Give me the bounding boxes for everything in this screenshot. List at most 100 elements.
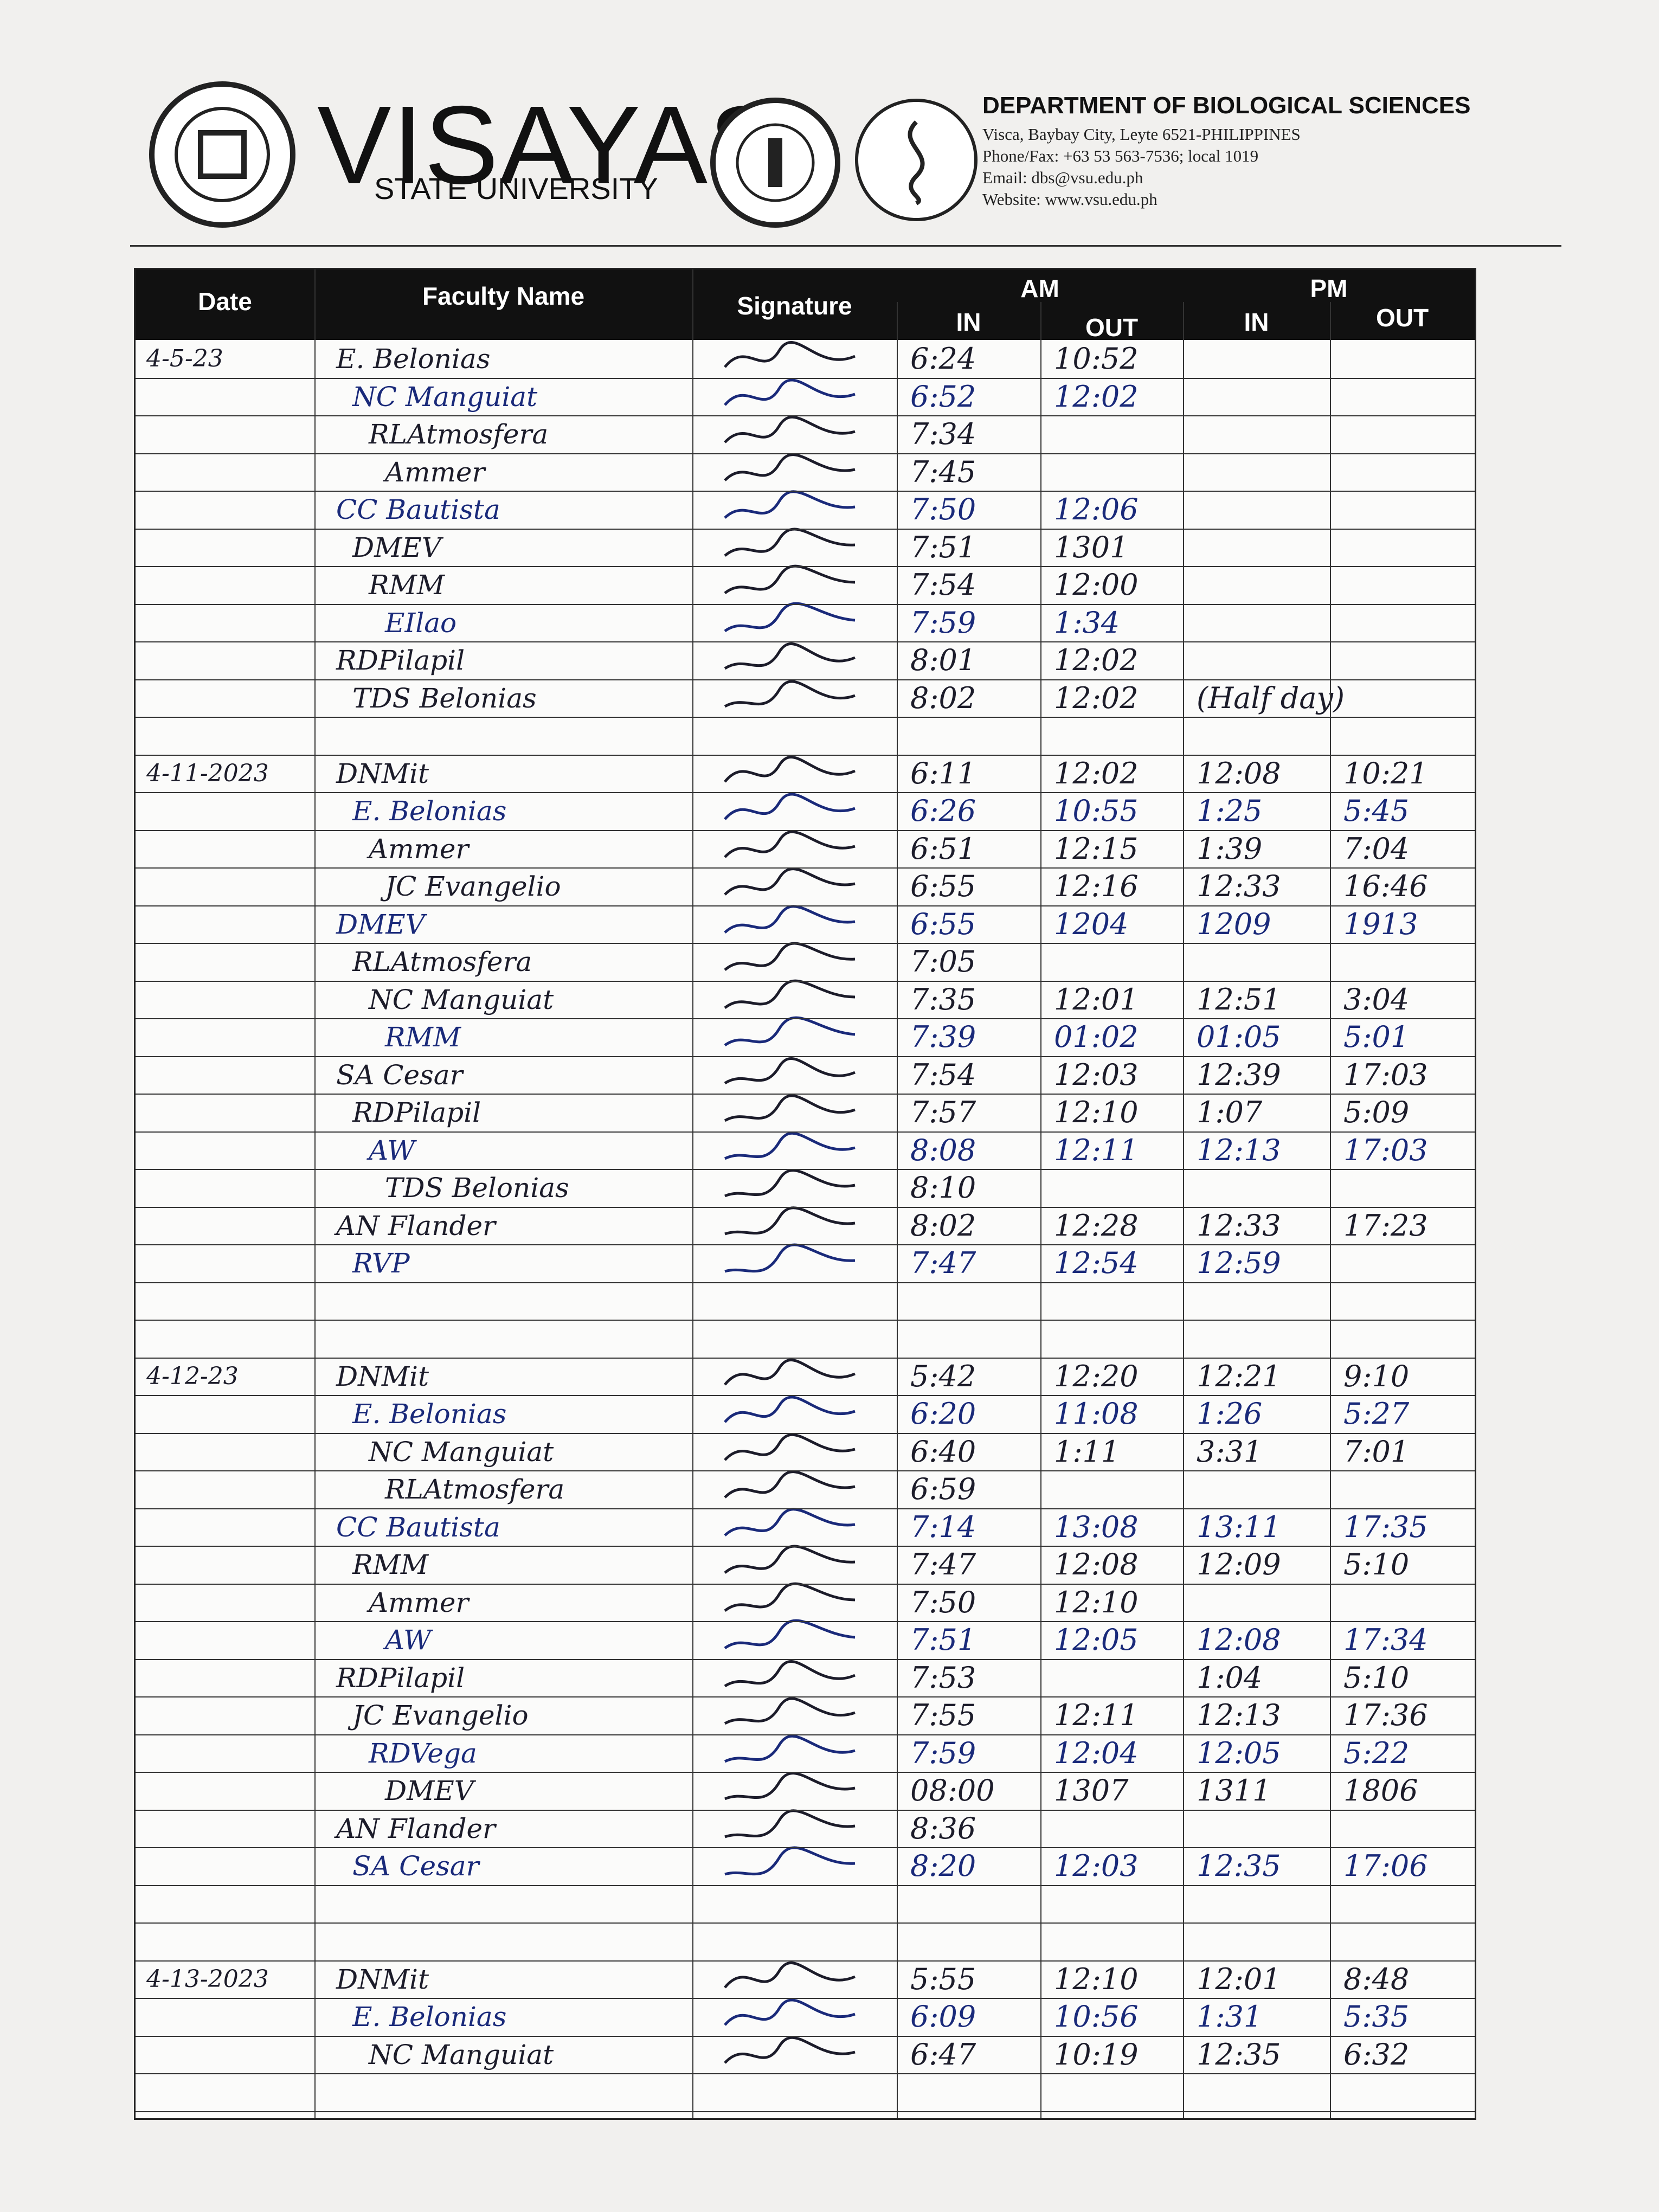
website: Website: www.vsu.edu.ph xyxy=(982,190,1158,209)
time-pm-in: 12:21 xyxy=(1197,1359,1281,1393)
time-am-out: 12:10 xyxy=(1054,1095,1139,1129)
row-line xyxy=(136,2111,1475,2112)
faculty-name: E. Belonias xyxy=(352,1398,507,1430)
faculty-name: RDPilapil xyxy=(336,1662,465,1694)
time-pm-in: 12:35 xyxy=(1197,1849,1281,1883)
date: 4-5-23 xyxy=(146,345,223,372)
time-am-out: 12:02 xyxy=(1054,643,1139,677)
faculty-name: SA Cesar xyxy=(352,1850,479,1882)
time-am-in: 6:59 xyxy=(910,1472,976,1506)
header-band xyxy=(136,269,1475,340)
time-am-out: 12:02 xyxy=(1054,379,1139,414)
signature xyxy=(724,1545,856,1574)
date: 4-12-23 xyxy=(146,1362,239,1390)
time-am-out: 12:11 xyxy=(1054,1698,1139,1732)
time-am-in: 7:53 xyxy=(910,1660,976,1695)
faculty-name: E. Belonias xyxy=(352,2001,507,2033)
th-pm: PM xyxy=(1310,274,1348,303)
signature xyxy=(724,528,856,557)
signature xyxy=(724,679,856,708)
row-line xyxy=(136,641,1475,642)
signature xyxy=(724,341,856,368)
faculty-name: RMM xyxy=(369,569,445,601)
time-am-out: 01:02 xyxy=(1054,1020,1139,1054)
row-line xyxy=(136,2035,1475,2037)
time-pm-in: (Half day) xyxy=(1197,680,1345,715)
signature xyxy=(724,1809,856,1838)
row-line xyxy=(136,1282,1475,1283)
column-line xyxy=(897,302,898,2118)
time-am-out: 12:03 xyxy=(1054,1057,1139,1092)
time-pm-out: 5:10 xyxy=(1343,1660,1410,1695)
faculty-name: RDPilapil xyxy=(352,1097,481,1128)
time-am-out: 10:56 xyxy=(1054,1999,1139,2034)
time-am-out: 13:08 xyxy=(1054,1509,1139,1544)
row-line xyxy=(136,377,1475,379)
faculty-name: NC Manguiat xyxy=(369,983,554,1015)
time-pm-in: 1:07 xyxy=(1197,1095,1263,1129)
time-pm-in: 12:13 xyxy=(1197,1133,1281,1167)
faculty-name: DNMit xyxy=(336,1963,429,1995)
signature xyxy=(724,415,856,443)
time-am-out: 10:19 xyxy=(1054,2037,1139,2072)
time-pm-out: 17:23 xyxy=(1343,1208,1428,1243)
time-am-out: 12:00 xyxy=(1054,568,1139,602)
faculty-name: NC Manguiat xyxy=(369,2039,554,2070)
time-am-in: 6:09 xyxy=(910,1999,976,2034)
time-am-in: 6:24 xyxy=(910,342,976,376)
row-line xyxy=(136,1546,1475,1547)
time-pm-in: 3:31 xyxy=(1197,1434,1263,1469)
th-am-in: IN xyxy=(956,308,981,336)
row-line xyxy=(136,603,1475,605)
time-am-in: 7:59 xyxy=(910,605,976,640)
time-am-in: 6:11 xyxy=(910,756,976,790)
row-line xyxy=(136,1395,1475,1396)
dbs-seal xyxy=(855,99,978,221)
time-pm-in: 1:39 xyxy=(1197,831,1263,866)
time-pm-out: 1913 xyxy=(1343,906,1418,941)
row-line xyxy=(136,415,1475,416)
time-am-in: 7:54 xyxy=(910,568,976,602)
time-am-in: 7:51 xyxy=(910,530,976,564)
signature xyxy=(724,1169,856,1198)
signature xyxy=(724,1660,856,1687)
signature xyxy=(724,378,856,406)
phone: Phone/Fax: +63 53 563-7536; local 1019 xyxy=(982,146,1259,165)
row-line xyxy=(136,1772,1475,1773)
signature xyxy=(724,904,856,934)
time-am-out: 12:10 xyxy=(1054,1962,1139,1996)
row-line xyxy=(136,1960,1475,1962)
row-line xyxy=(136,1094,1475,1095)
time-pm-out: 9:10 xyxy=(1343,1359,1410,1393)
time-am-in: 6:40 xyxy=(910,1434,976,1469)
time-am-in: 7:05 xyxy=(910,944,976,979)
row-line xyxy=(136,1320,1475,1321)
signature xyxy=(724,830,856,858)
time-am-in: 7:50 xyxy=(910,1585,976,1619)
signature xyxy=(724,979,856,1009)
row-line xyxy=(136,829,1475,831)
faculty-name: Ammer xyxy=(385,456,485,488)
signature xyxy=(724,1396,856,1423)
time-am-out: 1301 xyxy=(1054,530,1129,564)
time-pm-out: 17:36 xyxy=(1343,1698,1428,1732)
faculty-name: CC Bautista xyxy=(336,494,500,525)
signature xyxy=(724,1697,856,1725)
time-am-out: 12:10 xyxy=(1054,1585,1139,1619)
address: Visca, Baybay City, Leyte 6521-PHILIPPIN… xyxy=(982,125,1301,144)
signature xyxy=(724,453,856,481)
time-am-out: 12:03 xyxy=(1054,1849,1139,1883)
row-line xyxy=(136,1998,1475,1999)
time-am-in: 6:55 xyxy=(910,869,976,903)
time-am-out: 10:55 xyxy=(1054,794,1139,828)
university-name: VISAYAS xyxy=(317,83,784,207)
time-pm-in: 1:25 xyxy=(1197,794,1263,828)
row-line xyxy=(136,1696,1475,1697)
time-am-in: 6:47 xyxy=(910,2037,976,2072)
time-pm-out: 16:46 xyxy=(1343,869,1428,903)
time-pm-out: 7:01 xyxy=(1343,1434,1410,1469)
row-line xyxy=(136,1206,1475,1208)
time-pm-out: 5:45 xyxy=(1343,794,1410,828)
time-am-out: 12:16 xyxy=(1054,869,1139,903)
row-line xyxy=(136,1508,1475,1509)
